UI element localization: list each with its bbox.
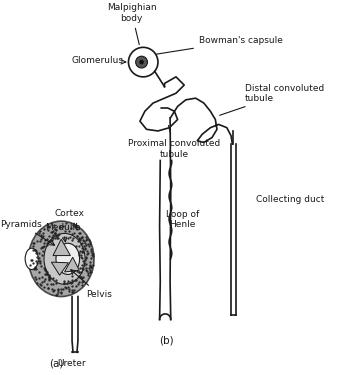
Text: (a): (a) — [49, 359, 64, 369]
Text: Distal convoluted
tubule: Distal convoluted tubule — [220, 84, 324, 115]
Ellipse shape — [56, 243, 80, 274]
Text: Medulla: Medulla — [45, 223, 81, 242]
Text: Ureter: Ureter — [57, 359, 86, 368]
Ellipse shape — [25, 248, 38, 270]
Text: Loop of
Henle: Loop of Henle — [166, 210, 199, 229]
Polygon shape — [65, 257, 79, 272]
Text: (b): (b) — [159, 336, 173, 346]
Circle shape — [136, 56, 147, 68]
Text: Bowman's capsule: Bowman's capsule — [156, 36, 283, 54]
Text: Pelvis: Pelvis — [71, 270, 112, 299]
Polygon shape — [53, 239, 70, 256]
Text: Proximal convoluted
tubule: Proximal convoluted tubule — [128, 126, 221, 159]
Ellipse shape — [44, 233, 85, 284]
Text: Pyramids: Pyramids — [1, 220, 54, 245]
Text: Collecting duct: Collecting duct — [256, 195, 325, 204]
Circle shape — [139, 60, 144, 64]
Text: Malpighian
body: Malpighian body — [107, 3, 157, 45]
Text: Glomerulus: Glomerulus — [71, 56, 126, 65]
Polygon shape — [51, 262, 68, 275]
Ellipse shape — [28, 221, 94, 297]
Text: Cortex: Cortex — [54, 209, 84, 228]
